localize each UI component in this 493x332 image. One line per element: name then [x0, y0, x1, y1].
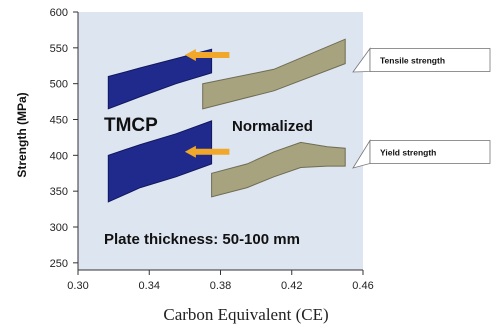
- y-tick-label: 250: [50, 258, 68, 270]
- y-tick-label: 300: [50, 222, 68, 234]
- y-tick-label: 450: [50, 115, 68, 127]
- y-tick-label: 500: [50, 79, 68, 91]
- tensile-strength-callout: Tensile strength: [352, 47, 491, 73]
- normalized-label: Normalized: [232, 118, 313, 135]
- normalized-tensile-strength-band: [202, 38, 346, 110]
- x-axis-title: Carbon Equivalent (CE): [163, 305, 328, 324]
- tmcp-tensile-strength-band: [107, 48, 213, 110]
- callout-label: Tensile strength: [380, 56, 445, 66]
- y-axis-title: Strength (MPa): [15, 92, 29, 177]
- plate-thickness-label: Plate thickness: 50-100 mm: [104, 231, 300, 248]
- y-tick-label: 400: [50, 150, 68, 162]
- y-tick-label: 350: [50, 186, 68, 198]
- tmcp-label: TMCP: [104, 115, 158, 136]
- yield-strength-callout: Yield strength: [352, 139, 491, 169]
- callout-box: [369, 48, 491, 72]
- x-tick-label: 0.46: [352, 280, 373, 292]
- tensile-shift-arrow: [184, 49, 230, 61]
- normalized-yield-strength-band: [211, 141, 346, 198]
- y-tick-label: 550: [50, 43, 68, 55]
- callout-label: Yield strength: [380, 148, 436, 158]
- tmcp-yield-strength-band: [107, 120, 213, 203]
- x-tick-label: 0.38: [210, 280, 231, 292]
- callout-box: [369, 140, 491, 164]
- y-tick-label: 600: [50, 7, 68, 19]
- x-tick-label: 0.34: [139, 280, 160, 292]
- x-tick-label: 0.42: [281, 280, 302, 292]
- x-tick-label: 0.30: [67, 280, 88, 292]
- yield-shift-arrow: [184, 145, 230, 158]
